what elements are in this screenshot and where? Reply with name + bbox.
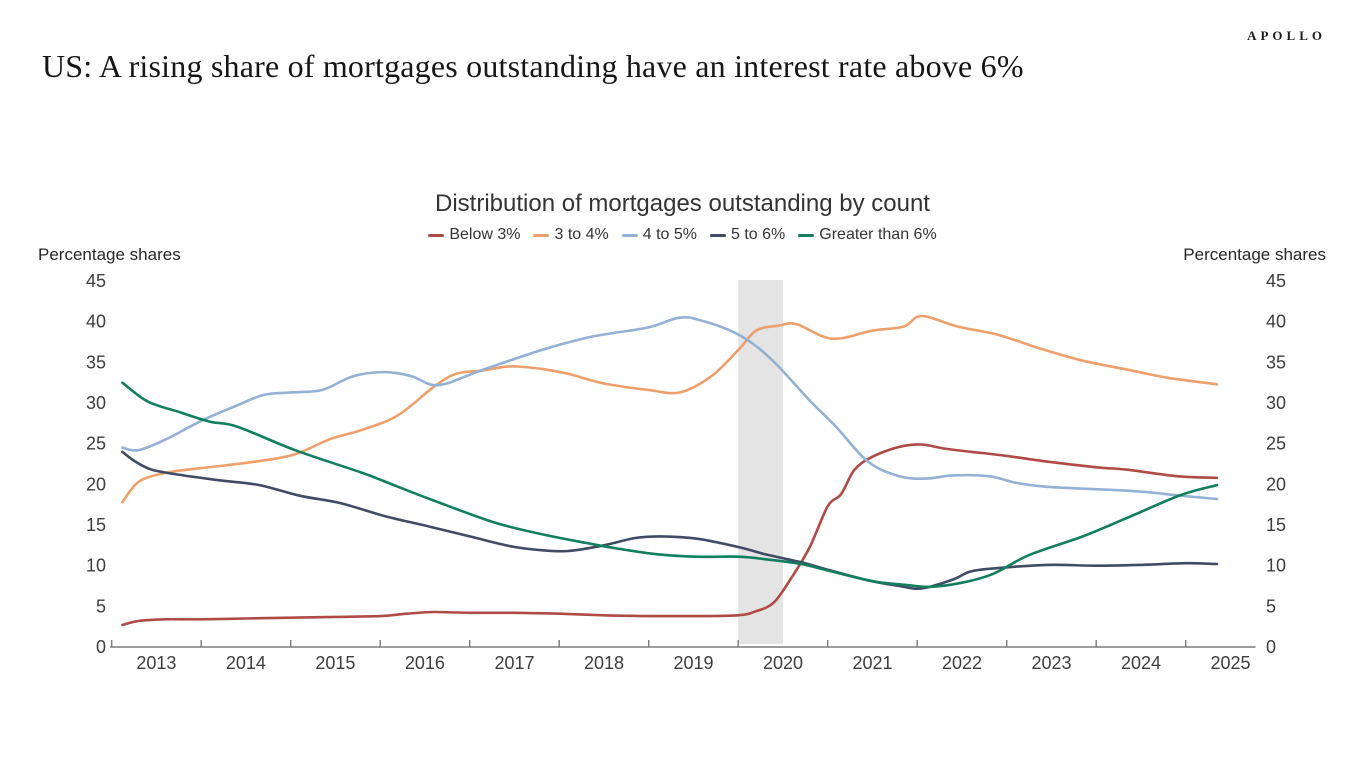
y-tick-label-left: 10: [86, 556, 106, 576]
y-tick-label-right: 0: [1266, 637, 1276, 657]
chart-legend: Below 3% 3 to 4% 4 to 5% 5 to 6% Greater tha…: [110, 226, 1255, 244]
series-line-5-to-6-: [121, 450, 1219, 590]
apollo-logo: APOLLO: [1247, 28, 1326, 43]
x-tick-label: 2024: [1121, 653, 1161, 673]
legend-label: 5 to 6%: [731, 226, 786, 243]
x-tick-label: 2015: [315, 653, 355, 673]
legend-swatch: [533, 233, 550, 237]
y-tick-label-right: 35: [1266, 352, 1286, 372]
y-tick-label-left: 25: [86, 434, 106, 454]
y-tick-label-right: 20: [1266, 474, 1286, 494]
page-title: US: A rising share of mortgages outstand…: [42, 48, 1024, 84]
y-tick-label-left: 15: [86, 515, 106, 535]
chart-title: Distribution of mortgages outstanding by…: [435, 190, 930, 217]
legend-item-5-to-6-: 5 to 6%: [710, 226, 785, 244]
legend-label: 4 to 5%: [642, 226, 697, 243]
x-tick-label: 2014: [226, 653, 266, 673]
legend-swatch: [710, 233, 726, 237]
legend-swatch: [621, 233, 638, 237]
x-tick-label: 2023: [1031, 653, 1071, 673]
legend-item-4-to-5-: 4 to 5%: [621, 226, 697, 244]
legend-label: Below 3%: [449, 226, 521, 243]
y-tick-label-left: 40: [86, 312, 106, 332]
x-tick-label: 2017: [494, 653, 534, 673]
y-tick-label-left: 0: [96, 637, 106, 657]
legend-label: Greater than 6%: [819, 226, 937, 243]
y-axis-caption-right: Percentage shares: [1183, 245, 1326, 264]
y-tick-label-left: 5: [96, 596, 106, 616]
series-line-below-3-: [121, 443, 1219, 627]
y-axis-caption-left: Percentage shares: [38, 245, 181, 264]
x-tick-label: 2016: [405, 653, 445, 673]
x-tick-label: 2018: [584, 653, 624, 673]
series-line-4-to-5-: [121, 316, 1219, 501]
x-tick-label: 2020: [763, 653, 803, 673]
y-tick-label-right: 15: [1266, 515, 1286, 535]
x-tick-label: 2025: [1210, 653, 1250, 673]
legend-swatch: [428, 233, 445, 237]
legend-item-below-3-: Below 3%: [428, 226, 520, 244]
recession-band: [738, 280, 783, 644]
legend-swatch: [798, 233, 815, 237]
y-tick-label-right: 10: [1266, 556, 1286, 576]
y-tick-label-left: 45: [86, 271, 106, 291]
legend-item-3-to-4-: 3 to 4%: [533, 226, 609, 244]
y-tick-label-right: 5: [1266, 596, 1276, 616]
y-tick-label-left: 30: [86, 393, 106, 413]
legend-item-greater-than-6-: Greater than 6%: [798, 226, 937, 244]
series-line-greater-than-6-: [121, 381, 1219, 589]
x-tick-label: 2021: [852, 653, 892, 673]
x-tick-label: 2022: [942, 653, 982, 673]
y-tick-label-left: 35: [86, 352, 106, 372]
y-tick-label-right: 30: [1266, 393, 1286, 413]
y-tick-label-right: 25: [1266, 434, 1286, 454]
legend-label: 3 to 4%: [554, 226, 609, 243]
series-line-3-to-4-: [121, 314, 1219, 504]
x-tick-label: 2013: [136, 653, 176, 673]
y-tick-label-right: 40: [1266, 312, 1286, 332]
y-tick-label-right: 45: [1266, 271, 1286, 291]
x-tick-label: 2019: [673, 653, 713, 673]
y-tick-label-left: 20: [86, 474, 106, 494]
